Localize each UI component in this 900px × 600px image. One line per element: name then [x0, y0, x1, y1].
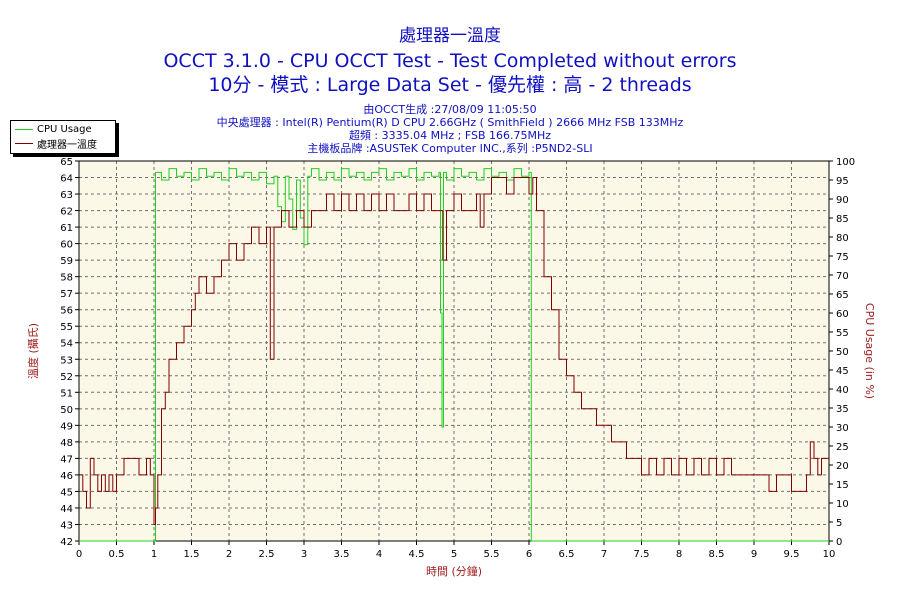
legend-item-temperature: 處理器一溫度	[15, 136, 97, 151]
chart-subtitle: OCCT 3.1.0 - CPU OCCT Test - Test Comple…	[163, 50, 737, 72]
y-left-tick-label: 65	[60, 157, 73, 168]
legend-swatch-temperature	[15, 142, 33, 144]
y-left-tick-label: 51	[60, 388, 73, 399]
y-right-tick-label: 5	[836, 518, 842, 529]
x-tick-label: 1.5	[184, 549, 200, 560]
y-left-tick-label: 53	[60, 355, 73, 366]
x-tick-label: 3.5	[334, 549, 350, 560]
y-left-tick-label: 60	[60, 240, 73, 251]
y-left-tick-label: 54	[60, 339, 73, 350]
x-axis-title: 時間 (分鐘)	[426, 564, 482, 578]
y-left-tick-label: 57	[60, 289, 73, 300]
y-right-tick-label: 95	[836, 176, 849, 187]
y-left-tick-label: 55	[60, 322, 73, 333]
y-left-tick-label: 50	[60, 405, 73, 416]
y-right-tick-label: 65	[836, 290, 849, 301]
legend-label-temperature: 處理器一溫度	[37, 139, 97, 151]
x-tick-label: 8.5	[709, 549, 725, 560]
y-left-tick-label: 56	[60, 306, 73, 317]
y-left-tick-label: 64	[60, 174, 73, 185]
x-tick-label: 7.5	[634, 549, 650, 560]
x-tick-label: 6	[526, 549, 532, 560]
y-left-axis-title: 溫度 (攝氏)	[26, 323, 40, 379]
y-right-tick-label: 55	[836, 328, 849, 339]
y-right-tick-label: 25	[836, 442, 849, 453]
series-line-temperature	[79, 177, 829, 525]
x-tick-label: 5	[451, 549, 457, 560]
x-tick-label: 0	[76, 549, 82, 560]
x-tick-label: 3	[301, 549, 307, 560]
y-right-axis-title: CPU Usage (in %)	[863, 303, 876, 399]
x-tick-label: 0.5	[109, 549, 125, 560]
plot-area	[79, 161, 829, 541]
y-left-tick-label: 45	[60, 487, 73, 498]
y-left-tick-label: 58	[60, 273, 73, 284]
x-tick-label: 2.5	[259, 549, 275, 560]
x-tick-label: 6.5	[559, 549, 575, 560]
y-left-tick-label: 59	[60, 256, 73, 267]
y-right-tick-label: 90	[836, 195, 849, 206]
y-left-tick-label: 52	[60, 372, 73, 383]
legend-swatch-cpu-usage	[15, 128, 33, 130]
x-tick-label: 9	[751, 549, 757, 560]
x-tick-label: 5.5	[484, 549, 500, 560]
x-tick-label: 7	[601, 549, 607, 560]
y-right-tick-label: 15	[836, 480, 849, 491]
y-left-tick-label: 47	[60, 454, 73, 465]
y-right-tick-label: 0	[836, 537, 842, 548]
y-left-tick-label: 48	[60, 438, 73, 449]
y-right-tick-label: 10	[836, 499, 849, 510]
chart-title: 處理器一溫度	[399, 26, 501, 46]
y-right-tick-label: 45	[836, 366, 849, 377]
chart-legend: CPU Usage 處理器一溫度	[10, 120, 116, 154]
y-left-tick-label: 62	[60, 207, 73, 218]
info-generated: 由OCCT生成 :27/08/09 11:05:50	[363, 103, 537, 116]
y-right-tick-label: 30	[836, 423, 849, 434]
info-cpu: 中央處理器 : Intel(R) Pentium(R) D CPU 2.66GH…	[216, 116, 684, 129]
y-left-tick-label: 61	[60, 223, 73, 234]
y-left-tick-label: 44	[60, 504, 73, 515]
y-right-tick-label: 75	[836, 252, 849, 263]
y-left-tick-label: 49	[60, 421, 73, 432]
y-right-tick-label: 70	[836, 271, 849, 282]
y-right-tick-label: 50	[836, 347, 849, 358]
y-right-tick-label: 100	[836, 157, 855, 168]
x-tick-label: 8	[676, 549, 682, 560]
y-left-tick-label: 42	[60, 537, 73, 548]
y-right-tick-label: 20	[836, 461, 849, 472]
x-tick-label: 4	[376, 549, 382, 560]
y-right-tick-label: 35	[836, 404, 849, 415]
y-left-tick-label: 63	[60, 190, 73, 201]
y-right-tick-label: 40	[836, 385, 849, 396]
x-tick-label: 9.5	[784, 549, 800, 560]
info-overclock: 超頻 : 3335.04 MHz ; FSB 166.75MHz	[348, 129, 552, 142]
x-tick-label: 1	[151, 549, 157, 560]
y-left-tick-label: 43	[60, 520, 73, 531]
x-tick-label: 10	[823, 549, 836, 560]
chart-subtitle-mode: 10分 - 模式 : Large Data Set - 優先權 : 高 - 2 …	[208, 74, 692, 96]
series-line-cpu-usage	[79, 168, 829, 542]
x-tick-label: 4.5	[409, 549, 425, 560]
info-motherboard: 主機板品牌 :ASUSTeK Computer INC.,系列 :P5ND2-S…	[307, 142, 593, 155]
legend-item-cpu-usage: CPU Usage	[15, 122, 92, 136]
y-right-tick-label: 60	[836, 309, 849, 320]
y-right-tick-label: 80	[836, 233, 849, 244]
y-right-tick-label: 85	[836, 214, 849, 225]
y-left-tick-label: 46	[60, 471, 73, 482]
x-tick-label: 2	[226, 549, 232, 560]
legend-label-cpu-usage: CPU Usage	[37, 123, 92, 135]
